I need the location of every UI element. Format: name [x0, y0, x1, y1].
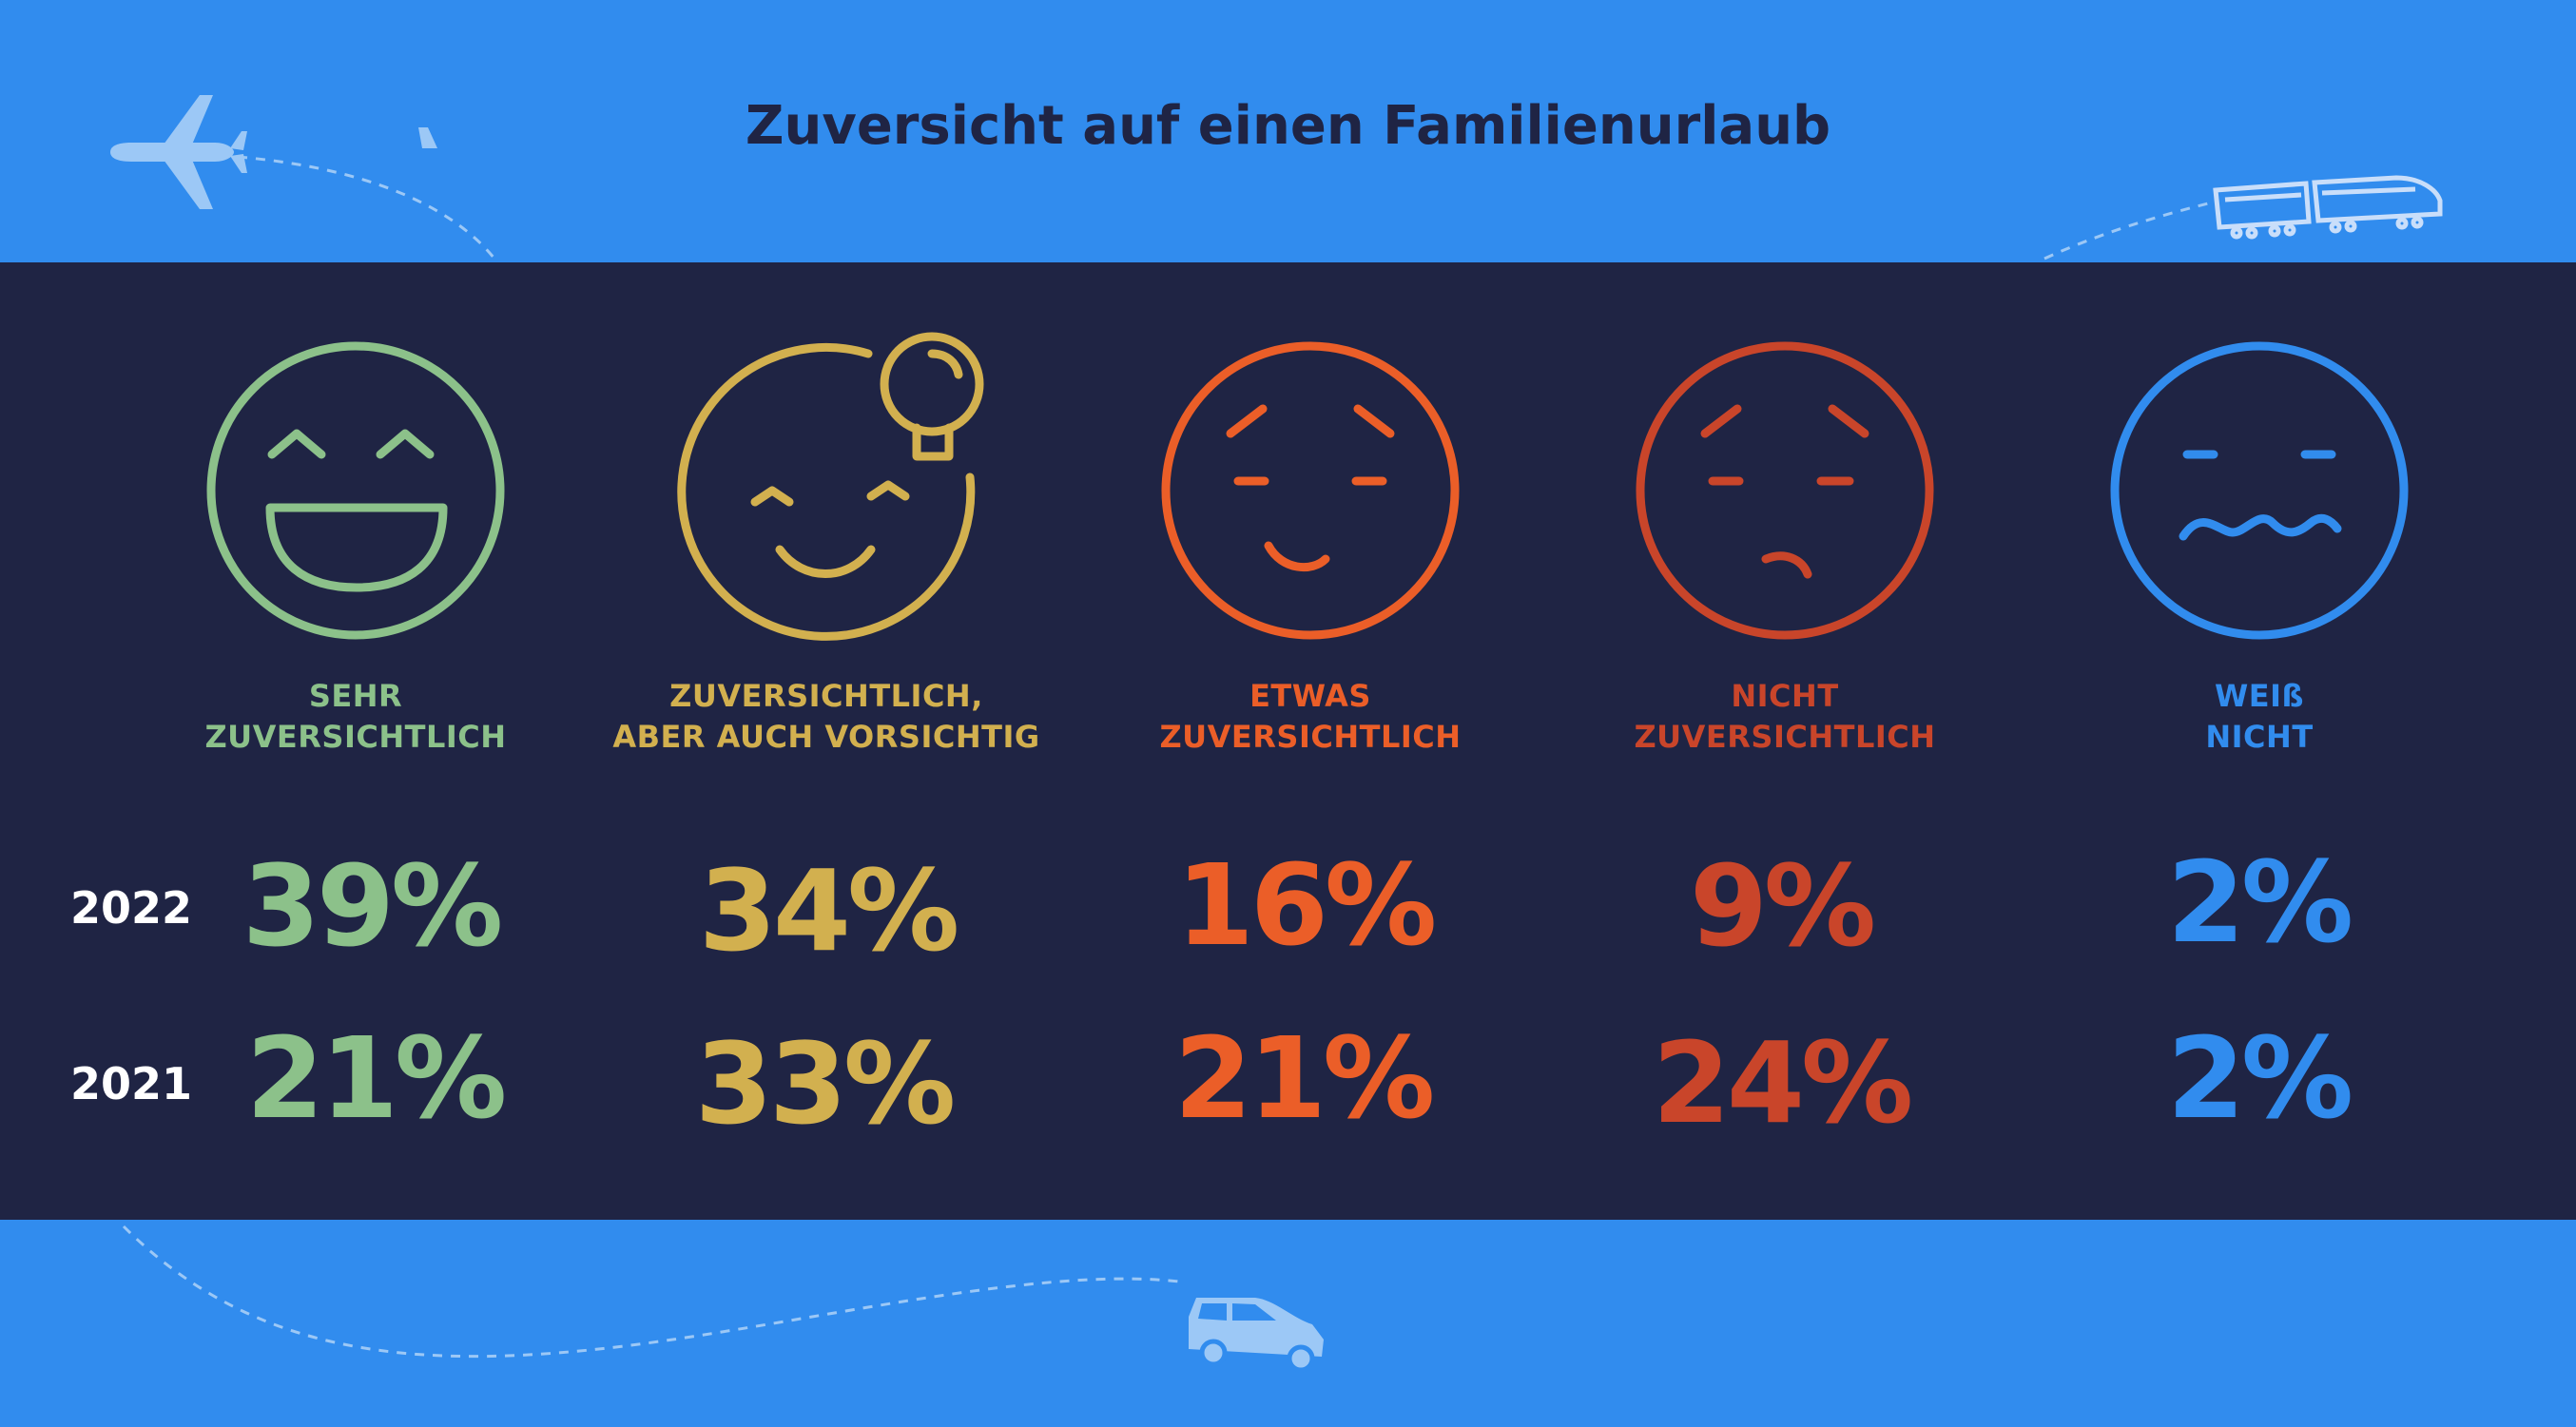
year-label-2022: 2022 — [69, 882, 193, 934]
value-2021-dont-know: 2% — [2166, 1012, 2353, 1144]
car-route-line — [122, 1225, 1180, 1359]
category-label-dont-know: WEIß NICHT — [2012, 676, 2507, 758]
value-2021-somewhat-confident: 21% — [1173, 1012, 1435, 1144]
train-route-line — [2043, 200, 2217, 260]
category-label-line: ETWAS — [1249, 678, 1371, 714]
value-2022-dont-know: 2% — [2166, 837, 2353, 968]
very-happy-face-icon — [206, 341, 505, 640]
chart-title: Zuversicht auf einen Familienurlaub — [745, 95, 1831, 157]
smiling-face-lightbulb-icon — [677, 332, 984, 641]
category-label-line: ZUVERSICHTLICH, — [669, 678, 983, 714]
plane-icon — [110, 95, 437, 209]
category-label-line: ZUVERSICHTLICH — [1634, 719, 1936, 755]
category-label-line: SEHR — [308, 678, 403, 714]
year-label-2021: 2021 — [69, 1058, 193, 1109]
frowning-face-icon — [1636, 341, 1934, 640]
plane-route-line — [237, 155, 496, 260]
value-2022-very-confident: 39% — [242, 840, 503, 972]
category-label-somewhat-confident: ETWAS ZUVERSICHTLICH — [1063, 676, 1558, 758]
wavy-mouth-face-icon — [2110, 341, 2409, 640]
car-icon — [1189, 1298, 1324, 1373]
train-icon — [2213, 175, 2443, 240]
category-label-not-confident: NICHT ZUVERSICHTLICH — [1538, 676, 2032, 758]
value-2022-not-confident: 9% — [1689, 840, 1876, 972]
value-2021-confident-cautious: 33% — [694, 1018, 956, 1149]
value-2022-confident-cautious: 34% — [698, 845, 959, 976]
category-label-line: NICHT — [2205, 719, 2314, 755]
value-2021-very-confident: 21% — [245, 1012, 507, 1144]
content-panel — [0, 262, 2576, 1220]
category-label-line: NICHT — [1731, 678, 1839, 714]
category-label-confident-cautious: ZUVERSICHTLICH, ABER AUCH VORSICHTIG — [579, 676, 1074, 758]
category-label-line: ABER AUCH VORSICHTIG — [612, 719, 1040, 755]
category-label-line: ZUVERSICHTLICH — [1159, 719, 1462, 755]
category-label-very-confident: SEHR ZUVERSICHTLICH — [108, 676, 603, 758]
value-2022-somewhat-confident: 16% — [1175, 839, 1437, 971]
category-label-line: ZUVERSICHTLICH — [204, 719, 507, 755]
slight-smile-face-icon — [1161, 341, 1460, 640]
category-label-line: WEIß — [2214, 678, 2305, 714]
value-2021-not-confident: 24% — [1652, 1017, 1913, 1148]
